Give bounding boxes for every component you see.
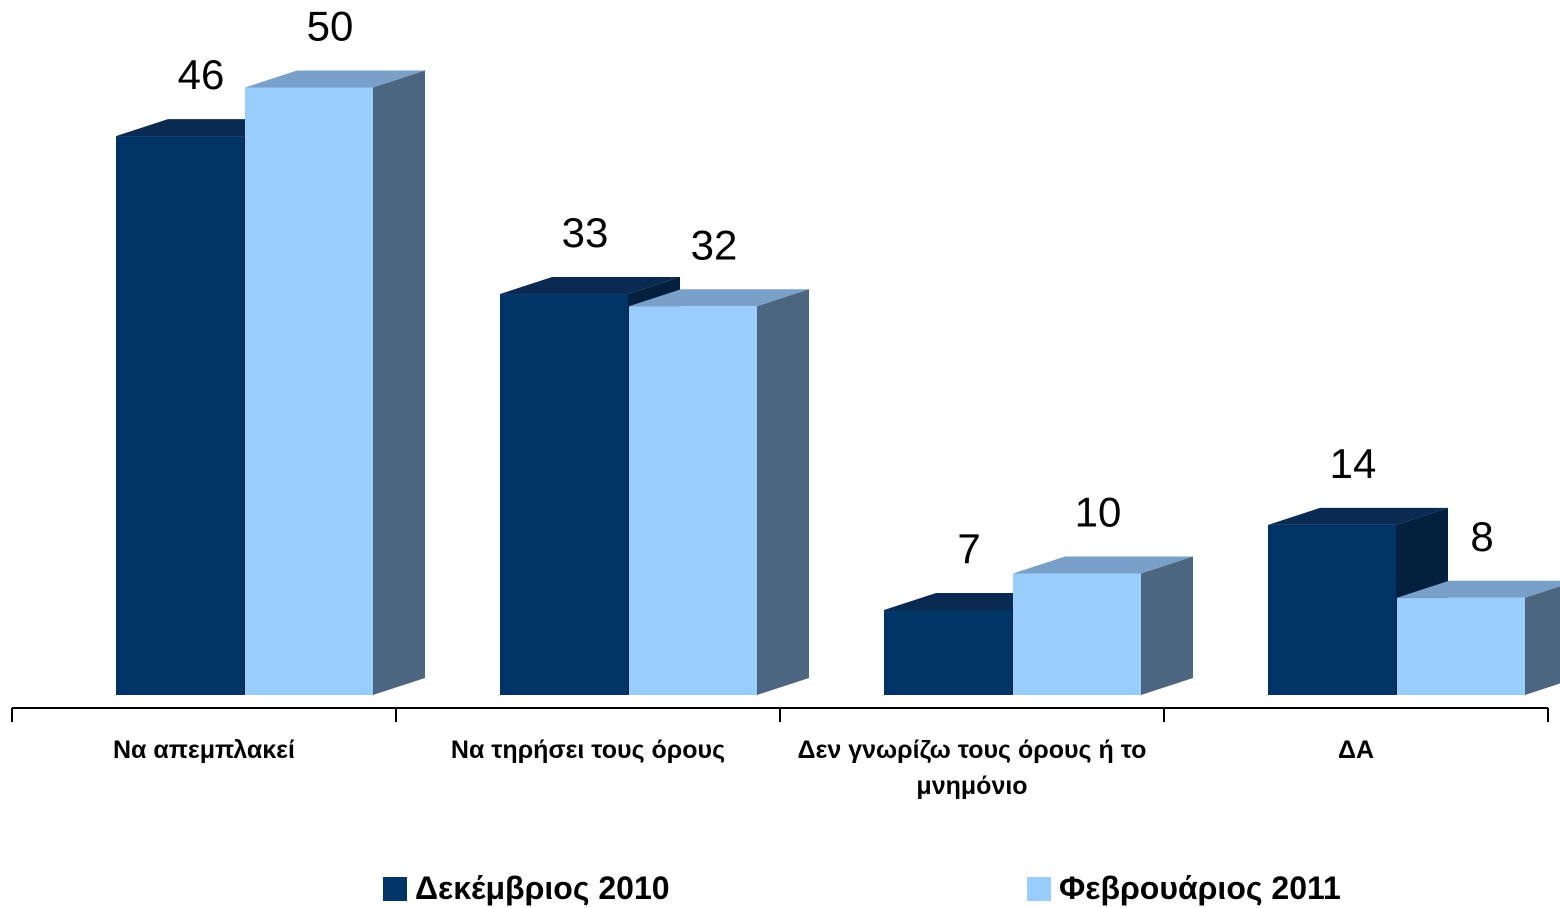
bar [1268, 524, 1396, 695]
legend-item: Δεκέμβριος 2010 [383, 870, 670, 907]
category-label: Να απεμπλακεί [113, 736, 295, 764]
bar-top [629, 289, 809, 307]
bar [245, 87, 373, 695]
bar-side [1141, 556, 1193, 695]
bar [1013, 573, 1141, 695]
value-label: 33 [562, 209, 609, 256]
value-label: 50 [307, 3, 354, 50]
bar-side [757, 289, 809, 695]
category-label: Να τηρήσει τους όρους [450, 736, 726, 764]
bar [500, 294, 628, 695]
bar [884, 609, 1012, 695]
bar-side [1525, 586, 1560, 695]
legend-swatch [383, 876, 407, 901]
bar-top [1013, 556, 1193, 574]
value-label: 8 [1470, 513, 1493, 560]
bar [629, 306, 757, 695]
legend-swatch [1027, 876, 1051, 901]
category-label: ΔΑ [1337, 736, 1375, 764]
bar-side [373, 70, 425, 695]
bar-top [1397, 580, 1560, 598]
value-label: 7 [957, 525, 980, 572]
bar [116, 136, 244, 696]
value-label: 46 [178, 51, 225, 98]
bar [1397, 597, 1525, 695]
value-label: 14 [1330, 440, 1377, 487]
bar-top [1268, 507, 1448, 525]
value-label: 32 [691, 221, 738, 268]
legend-item: Φεβρουάριος 2011 [1027, 870, 1341, 907]
legend-label: Δεκέμβριος 2010 [415, 870, 670, 906]
legend-label: Φεβρουάριος 2011 [1059, 870, 1341, 906]
category-label: Δεν γνωρίζω τους όρους ή το μνημόνιο [797, 736, 1147, 800]
bar-top [500, 277, 680, 295]
bar-top [245, 70, 425, 88]
value-label: 10 [1075, 489, 1122, 536]
